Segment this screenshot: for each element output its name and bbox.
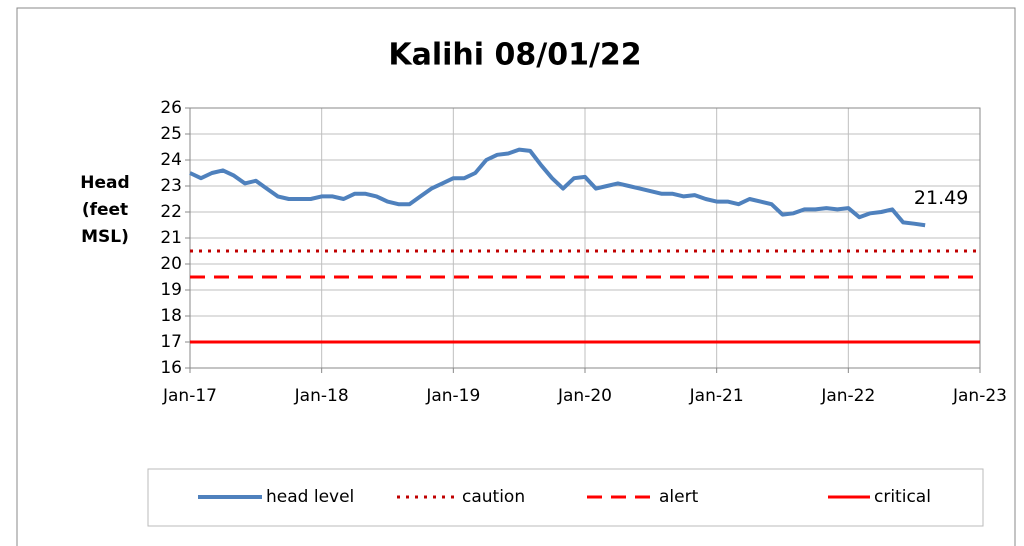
- x-tick-label: Jan-20: [557, 386, 612, 406]
- x-tick-label: Jan-21: [689, 386, 744, 406]
- y-tick-label: 18: [160, 306, 182, 326]
- y-tick-label: 23: [160, 176, 182, 196]
- y-tick-label: 21: [160, 228, 182, 248]
- y-tick-label: 20: [160, 254, 182, 274]
- y-tick-label: 19: [160, 280, 182, 300]
- y-axis-label: Head (feet MSL): [80, 173, 129, 247]
- x-tick-label: Jan-17: [162, 386, 217, 406]
- y-tick-label: 16: [160, 358, 182, 378]
- data-line: [189, 147, 926, 228]
- y-tick-label: 17: [160, 332, 182, 352]
- x-tick-label: Jan-18: [294, 386, 349, 406]
- legend-box: [147, 468, 984, 527]
- x-tick-label: Jan-22: [820, 386, 875, 406]
- y-tick-label: 24: [160, 150, 182, 170]
- x-tick-label: Jan-19: [425, 386, 480, 406]
- legend-label: caution: [462, 487, 525, 507]
- legend-label: head level: [266, 487, 354, 507]
- legend-label: critical: [874, 487, 931, 507]
- y-tick-label: 26: [160, 98, 182, 118]
- y-tick-label: 25: [160, 124, 182, 144]
- legend-label: alert: [659, 487, 699, 507]
- data-label: 21.49: [914, 187, 968, 209]
- chart-title: Kalihi 08/01/22: [388, 38, 641, 73]
- y-tick-label: 22: [160, 202, 182, 222]
- x-tick-label: Jan-23: [952, 386, 1007, 406]
